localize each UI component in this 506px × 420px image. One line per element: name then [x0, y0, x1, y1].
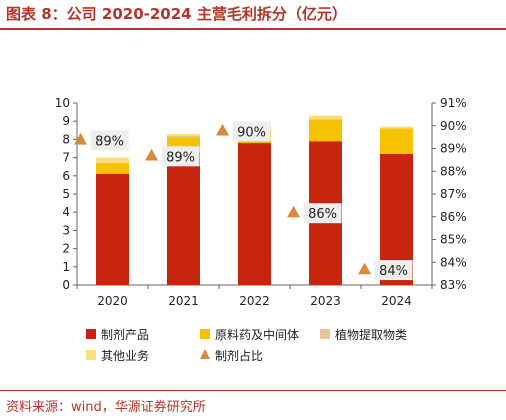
bar-segment-3 — [167, 135, 200, 138]
bar-segment-2 — [380, 128, 413, 154]
y-tick-label: 0 — [62, 278, 70, 292]
bar-segment-1 — [238, 143, 271, 285]
y-tick-label: 8 — [62, 132, 70, 146]
legend-label: 植物提取物类 — [335, 327, 407, 342]
share-label: 84% — [379, 264, 408, 279]
legend-label: 制剂占比 — [215, 348, 263, 363]
share-label-box — [232, 121, 271, 142]
y2-tick-label: 84% — [440, 255, 467, 269]
x-tick-label: 2023 — [310, 294, 341, 308]
legend-swatch — [200, 329, 210, 339]
y2-tick-label: 87% — [440, 187, 467, 201]
legend-swatch — [86, 350, 96, 360]
y-tick-label: 1 — [62, 260, 70, 274]
bar-segment-1 — [96, 173, 129, 285]
bar-segment-4 — [309, 115, 342, 120]
y-tick-label: 7 — [62, 151, 70, 165]
title-bar: 图表 8：公司 2020-2024 主营毛利拆分（亿元） — [0, 0, 506, 30]
share-label-box — [374, 260, 413, 281]
share-marker — [358, 262, 372, 275]
legend-swatch — [86, 329, 96, 339]
share-marker — [287, 205, 301, 218]
y2-tick-label: 88% — [440, 164, 467, 178]
x-tick-label: 2021 — [168, 294, 199, 308]
y-tick-label: 5 — [62, 187, 70, 201]
bar-segment-2 — [309, 119, 342, 142]
y2-tick-label: 83% — [440, 278, 467, 292]
y2-tick-label: 89% — [440, 142, 467, 156]
legend-marker — [200, 349, 210, 359]
share-label-box — [90, 130, 129, 151]
footer-divider — [0, 390, 506, 391]
bar-segment-1 — [167, 152, 200, 285]
chart-svg: 0 1 2 3 4 5 6 7 8 9 10 83% 84% 85% 86% 87% 88% 89% 90% 91% 2… — [55, 96, 467, 363]
y2-tick-label: 91% — [440, 96, 467, 110]
y-tick-label: 9 — [62, 114, 70, 128]
x-tick-label: 2020 — [97, 294, 128, 308]
x-tick-label: 2022 — [239, 294, 270, 308]
share-label-box — [303, 203, 342, 224]
share-marker — [145, 148, 159, 161]
share-label: 90% — [237, 125, 266, 140]
y-tick-label: 3 — [62, 223, 70, 237]
share-label: 89% — [95, 134, 124, 149]
legend-swatch — [320, 329, 330, 339]
legend-label: 制剂产品 — [101, 327, 149, 342]
x-tick-label: 2024 — [381, 294, 412, 308]
y-tick-label: 2 — [62, 242, 70, 256]
y-tick-label: 10 — [55, 96, 70, 110]
chart-title: 图表 8：公司 2020-2024 主营毛利拆分（亿元） — [6, 5, 347, 23]
bar-segment-4 — [380, 126, 413, 129]
legend-label: 原料药及中间体 — [215, 327, 299, 342]
share-label-box — [161, 146, 200, 167]
share-marker — [216, 123, 230, 136]
bar-segment-4 — [167, 133, 200, 136]
y2-tick-label: 90% — [440, 119, 467, 133]
y-tick-label: 4 — [62, 205, 70, 219]
share-label: 86% — [308, 207, 337, 222]
legend-label: 其他业务 — [101, 348, 149, 363]
y2-tick-label: 86% — [440, 210, 467, 224]
bar-segment-4 — [96, 157, 129, 164]
share-marker — [74, 132, 88, 145]
bar-segment-2 — [96, 163, 129, 174]
share-label: 89% — [166, 150, 195, 165]
y2-tick-label: 85% — [440, 233, 467, 247]
y-tick-label: 6 — [62, 169, 70, 183]
source-note: 资料来源：wind，华源证券研究所 — [6, 400, 206, 415]
